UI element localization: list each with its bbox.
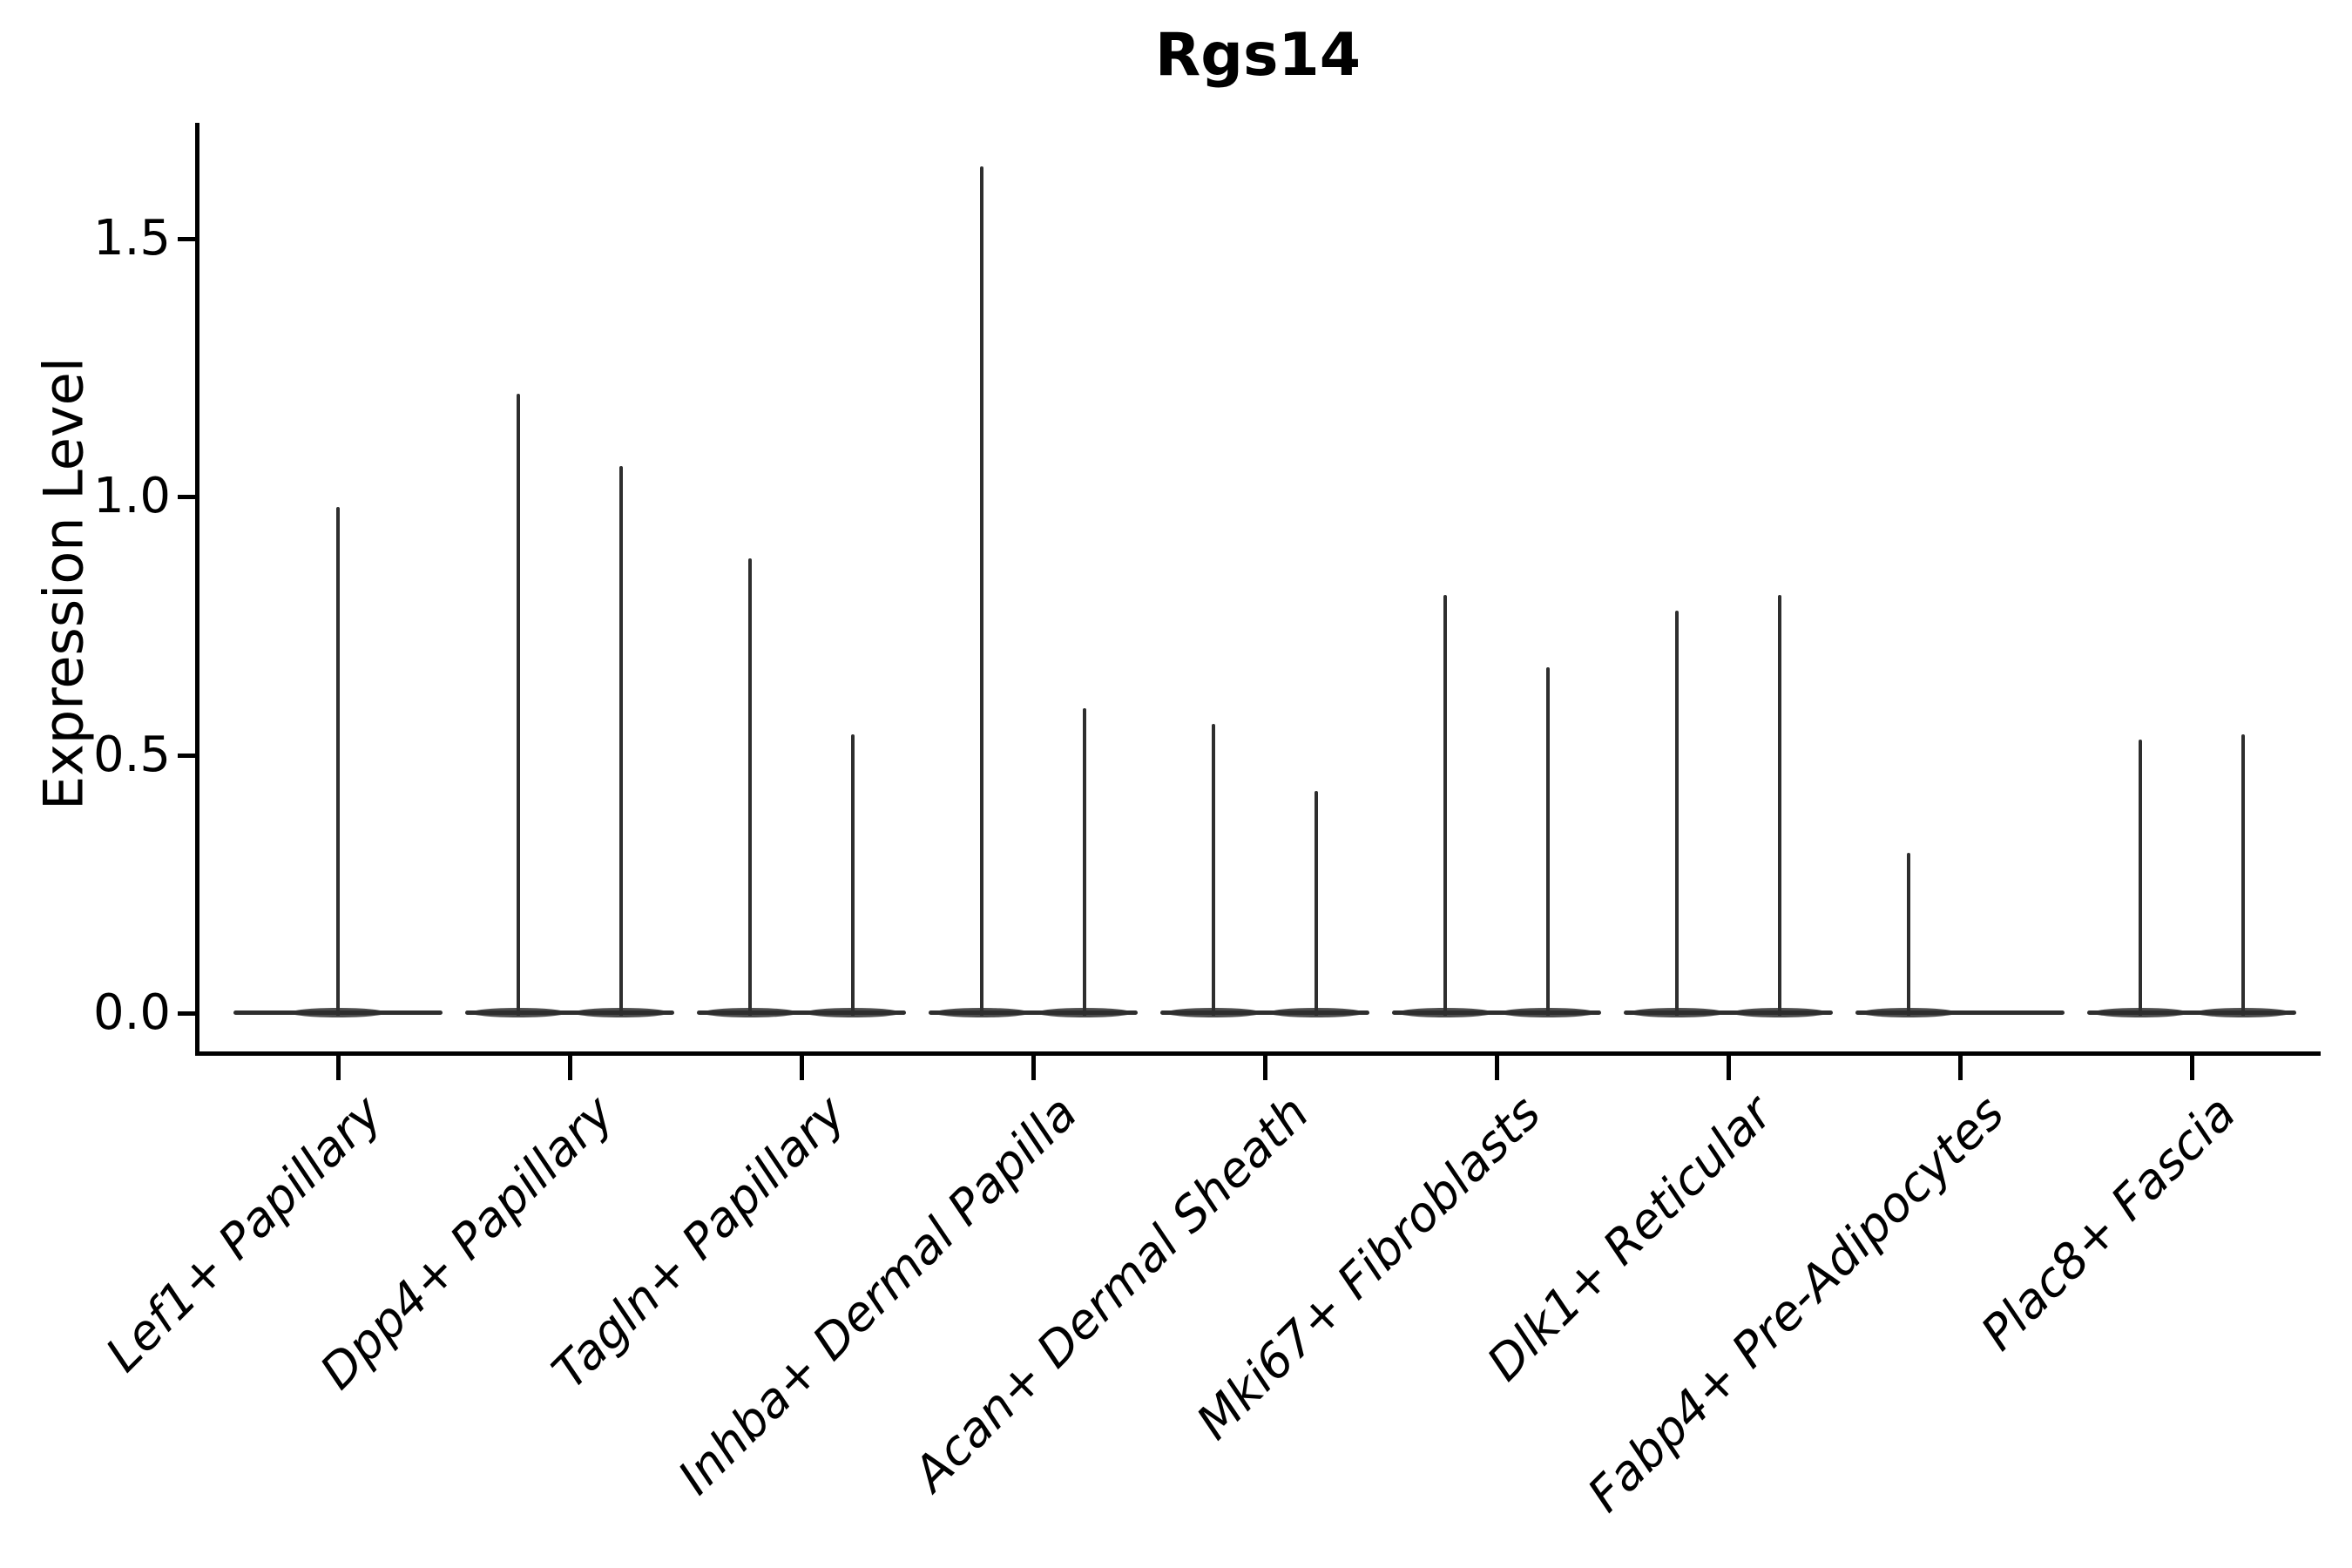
x-tick-mark	[568, 1056, 572, 1080]
y-tick-label: 0.5	[92, 726, 171, 783]
x-tick-mark	[1727, 1056, 1731, 1080]
y-tick-label: 1.0	[92, 468, 171, 525]
x-tick-mark	[1031, 1056, 1036, 1080]
violin-stick	[517, 393, 520, 1016]
violin-stick	[980, 166, 983, 1016]
violin-stick	[1315, 791, 1318, 1016]
violin-stick	[1907, 853, 1910, 1016]
x-axis-spine	[195, 1051, 2321, 1056]
violin-stick	[2139, 739, 2142, 1016]
y-tick-label: 0.0	[92, 984, 171, 1041]
x-tick-mark	[1958, 1056, 1963, 1080]
violin-stick	[1083, 708, 1086, 1016]
x-tick-mark	[1495, 1056, 1499, 1080]
violin-baseline	[1855, 1010, 2065, 1015]
y-tick-mark	[178, 495, 195, 500]
violin-stick	[1778, 594, 1781, 1016]
violin-stick	[1675, 610, 1679, 1016]
y-axis-spine	[195, 123, 199, 1056]
violin-stick	[1443, 594, 1447, 1016]
plot-title: Rgs14	[1154, 21, 1362, 90]
violin-baseline	[1160, 1010, 1369, 1015]
violin-stick	[851, 733, 855, 1016]
violin-stick	[1546, 666, 1550, 1016]
violin-stick	[336, 507, 340, 1016]
x-tick-mark	[336, 1056, 341, 1080]
violin-baseline	[465, 1010, 674, 1015]
violin-baseline	[1392, 1010, 1601, 1015]
y-tick-mark	[178, 753, 195, 758]
x-tick-mark	[2190, 1056, 2194, 1080]
violin-stick	[2241, 733, 2245, 1016]
y-tick-label: 1.5	[92, 209, 171, 267]
violin-stick	[748, 558, 752, 1016]
violin-baseline	[2087, 1010, 2296, 1015]
violin-baseline	[929, 1010, 1138, 1015]
y-tick-mark	[178, 236, 195, 241]
x-tick-mark	[800, 1056, 804, 1080]
violin-stick	[619, 465, 623, 1016]
x-tick-mark	[1263, 1056, 1267, 1080]
violin-stick	[1212, 724, 1215, 1016]
violin-baseline	[1624, 1010, 1833, 1015]
y-tick-mark	[178, 1011, 195, 1016]
violin-baseline	[697, 1010, 906, 1015]
